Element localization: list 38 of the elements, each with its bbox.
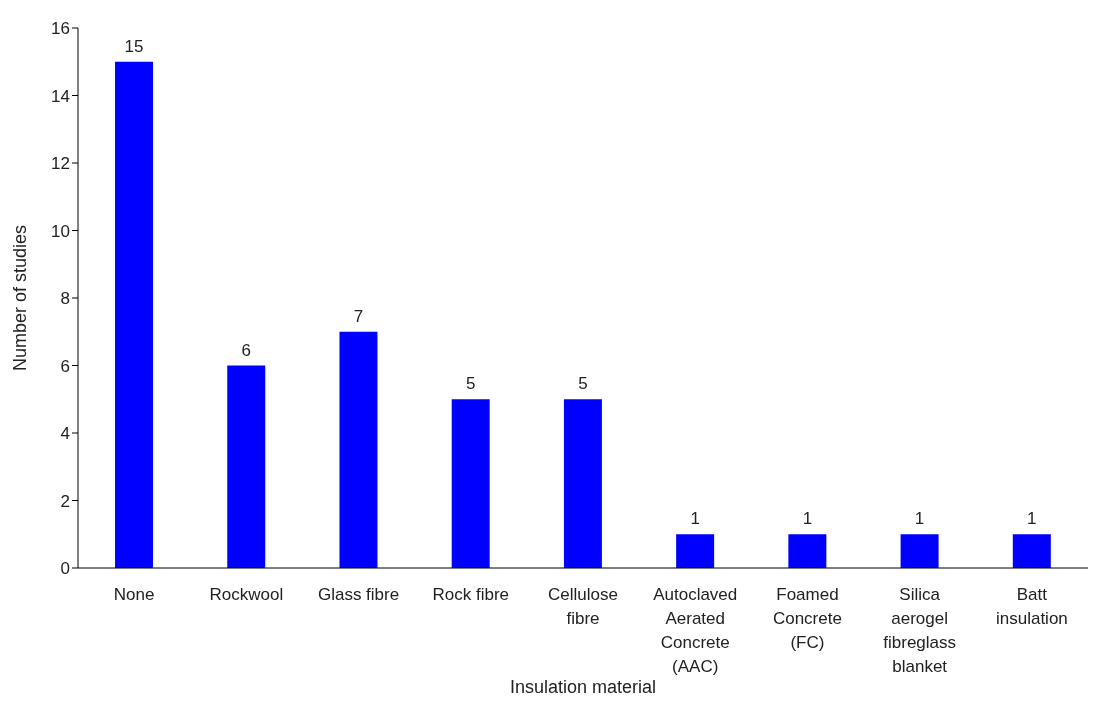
x-tick-label: Rockwool [209, 585, 284, 604]
bar [676, 534, 715, 568]
x-tick-label: Autoclaved Aerated Concrete (AAC) [653, 585, 738, 676]
y-axis-title: Number of studies [10, 224, 31, 372]
data-label: 5 [578, 374, 588, 394]
data-label: 15 [124, 36, 144, 56]
x-tick-label: Glass fibre [317, 585, 400, 604]
x-tick-label: Foamed Concrete (FC) [772, 585, 842, 652]
y-tick-label: 4 [60, 424, 70, 444]
x-tick-label: Rock fibre [432, 585, 510, 604]
bar [788, 534, 827, 568]
data-label: 1 [1027, 509, 1037, 529]
x-tick-label: Silica aerogel fibreglass blanket [883, 585, 957, 676]
bar [227, 365, 266, 568]
y-tick-label: 14 [51, 86, 70, 106]
data-label: 1 [802, 509, 813, 529]
y-tick-label: 16 [51, 19, 70, 39]
data-label: 5 [465, 374, 476, 394]
x-tick-label: Cellulose fibre [548, 585, 618, 628]
y-tick-label: 0 [60, 559, 70, 579]
bar [451, 399, 490, 568]
bar [1012, 534, 1051, 568]
y-tick-label: 10 [51, 221, 70, 241]
y-tick-label: 2 [60, 491, 70, 511]
bar [563, 399, 602, 568]
x-tick-label: None [113, 585, 155, 604]
y-tick-label: 6 [60, 356, 70, 376]
data-label: 7 [353, 306, 364, 326]
y-tick-label: 12 [51, 154, 70, 174]
bar [339, 331, 378, 568]
data-label: 1 [914, 509, 925, 529]
y-tick-label: 8 [60, 289, 70, 309]
data-label: 1 [690, 509, 700, 529]
bar [115, 61, 154, 568]
x-tick-label: Batt insulation [995, 585, 1068, 628]
bar [900, 534, 939, 568]
data-label: 6 [241, 340, 251, 360]
x-axis-title: Insulation material [509, 677, 657, 697]
